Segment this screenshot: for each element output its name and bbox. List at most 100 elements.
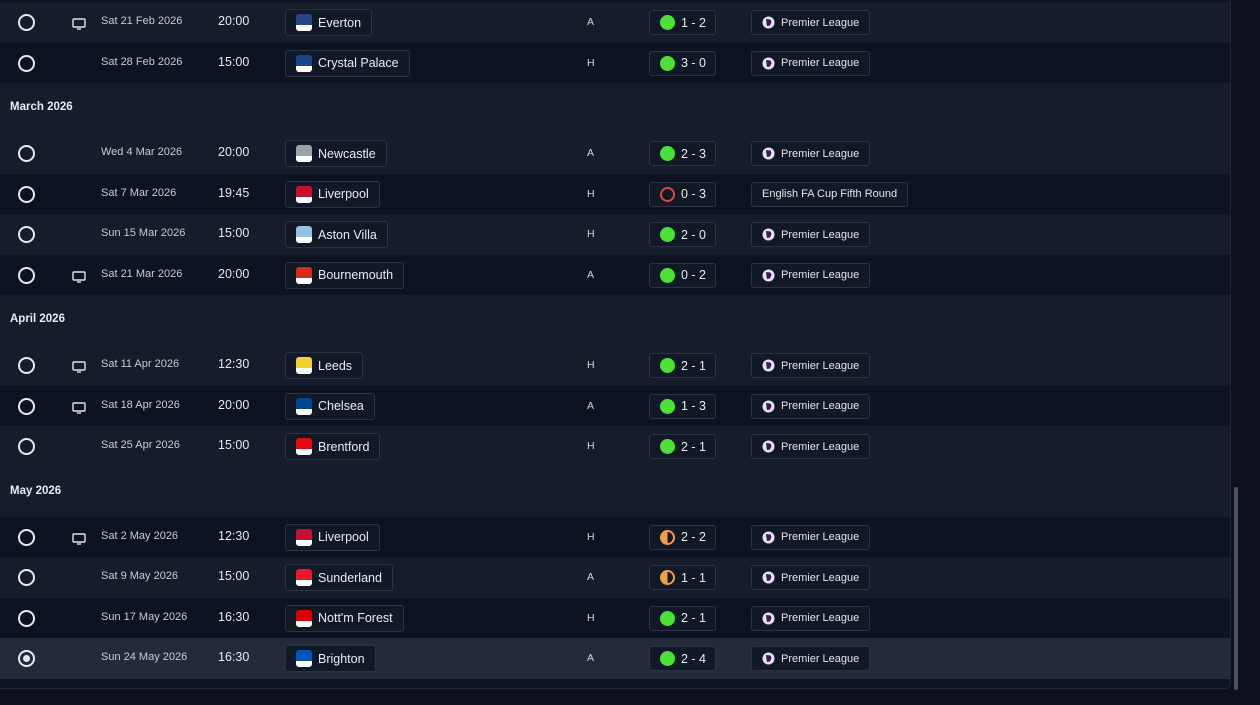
fixture-row[interactable]: Sat 25 Apr 2026 15:00 Brentford H 2 - 1 Premi… [0, 426, 1230, 467]
result-chip[interactable]: 2 - 2 [649, 524, 717, 550]
fixture-row[interactable]: Sat 9 May 2026 15:00 Sunderland A 1 - 1 Premi… [0, 557, 1230, 598]
venue-indicator: A [587, 652, 595, 664]
premier-league-icon [762, 531, 775, 544]
liverpool-crest-icon [296, 528, 312, 546]
win-result-icon [660, 610, 675, 626]
competition-chip[interactable]: Premier League [751, 605, 871, 631]
score-text: 2 - 1 [681, 611, 707, 625]
opponent-chip[interactable]: Crystal Palace [285, 49, 410, 77]
month-label: April 2026 [10, 313, 65, 325]
venue-indicator: H [587, 611, 595, 624]
competition-chip[interactable]: Premier League [751, 524, 871, 550]
score-text: 2 - 1 [681, 439, 707, 454]
competition-chip[interactable]: Premier League [751, 50, 871, 76]
opponent-name: Bournemouth [318, 268, 394, 282]
premier-league-icon [762, 57, 775, 70]
select-radio[interactable] [18, 266, 35, 284]
fixture-row[interactable]: Sat 28 Feb 2026 15:00 Crystal Palace H 3 - 0… [0, 42, 1230, 83]
result-chip[interactable]: 2 - 4 [649, 646, 717, 671]
select-radio[interactable] [18, 609, 35, 627]
opponent-chip[interactable]: Chelsea [285, 392, 375, 420]
match-date: Sat 11 Apr 2026 [101, 358, 180, 370]
fixture-row[interactable]: Sun 24 May 2026 16:30 Brighton A 2 - 4 Premie… [0, 638, 1230, 679]
match-date: Sun 24 May 2026 [101, 651, 188, 663]
fixture-row[interactable]: Sat 2 May 2026 12:30 Liverpool H 2 - 2 Premie… [0, 516, 1230, 557]
result-chip[interactable]: 1 - 3 [649, 393, 717, 419]
competition-chip[interactable]: Premier League [751, 353, 871, 378]
score-text: 1 - 3 [681, 399, 707, 413]
result-chip[interactable]: 1 - 1 [649, 565, 717, 590]
select-radio[interactable] [18, 14, 35, 31]
result-chip[interactable]: 1 - 2 [649, 10, 717, 35]
opponent-chip[interactable]: Bournemouth [285, 261, 405, 289]
select-radio[interactable] [18, 528, 35, 546]
result-chip[interactable]: 2 - 1 [649, 605, 717, 631]
fixture-row[interactable]: Sat 21 Feb 2026 20:00 Everton A 1 - 2 Premier… [0, 2, 1230, 43]
score-text: 0 - 3 [681, 187, 707, 201]
venue-indicator: H [587, 228, 595, 240]
opponent-chip[interactable]: Liverpool [285, 180, 380, 208]
win-result-icon [660, 55, 675, 71]
result-chip[interactable]: 0 - 3 [649, 181, 717, 207]
fixture-row[interactable]: Sat 7 Mar 2026 19:45 Liverpool H 0 - 3 Englis… [0, 173, 1230, 214]
competition-chip[interactable]: Premier League [751, 10, 871, 35]
result-chip[interactable]: 2 - 0 [649, 222, 717, 247]
result-chip[interactable]: 2 - 3 [649, 141, 717, 166]
competition-chip[interactable]: Premier League [751, 434, 871, 459]
match-date: Sat 9 May 2026 [101, 570, 179, 582]
fixture-row[interactable]: Sat 18 Apr 2026 20:00 Chelsea A 1 - 3 Premier… [0, 385, 1230, 426]
opponent-chip[interactable]: Brentford [285, 433, 381, 460]
result-chip[interactable]: 2 - 1 [649, 434, 717, 459]
result-chip[interactable]: 0 - 2 [649, 262, 717, 288]
competition-chip[interactable]: English FA Cup Fifth Round [751, 181, 909, 207]
fixture-row[interactable]: Sun 15 Mar 2026 15:00 Aston Villa H 2 - 0 Pre… [0, 214, 1230, 255]
venue-indicator: A [587, 268, 595, 281]
fixture-row[interactable]: Sat 21 Mar 2026 20:00 Bournemouth A 0 - 2 Pre… [0, 254, 1230, 295]
competition-chip[interactable]: Premier League [751, 262, 871, 288]
fixture-row[interactable]: Wed 4 Mar 2026 20:00 Newcastle A 2 - 3 Premie… [0, 133, 1230, 174]
result-chip[interactable]: 2 - 1 [649, 353, 717, 378]
premier-league-icon [762, 571, 775, 584]
opponent-name: Liverpool [318, 187, 369, 201]
match-date: Sat 25 Apr 2026 [101, 439, 180, 451]
select-radio[interactable] [18, 438, 35, 455]
premier-league-icon [762, 400, 775, 413]
score-text: 0 - 2 [681, 268, 707, 282]
competition-chip[interactable]: Premier League [751, 222, 871, 247]
select-radio[interactable] [18, 145, 35, 162]
competition-chip[interactable]: Premier League [751, 646, 871, 671]
opponent-chip[interactable]: Everton [285, 9, 373, 36]
match-date: Sat 7 Mar 2026 [101, 186, 177, 199]
select-radio[interactable] [18, 569, 35, 586]
scrollbar[interactable] [1234, 487, 1238, 690]
opponent-chip[interactable]: Liverpool [285, 523, 380, 551]
win-result-icon [660, 227, 675, 242]
match-date: Sat 21 Mar 2026 [101, 267, 183, 280]
kickoff-time: 15:00 [218, 569, 250, 583]
everton-crest-icon [296, 14, 312, 31]
select-radio[interactable] [18, 226, 35, 243]
opponent-chip[interactable]: Newcastle [285, 140, 387, 167]
score-text: 2 - 0 [681, 227, 707, 242]
opponent-chip[interactable]: Sunderland [285, 564, 393, 591]
premier-league-icon [762, 612, 775, 625]
select-radio[interactable] [18, 397, 35, 415]
competition-chip[interactable]: Premier League [751, 565, 871, 590]
select-radio[interactable] [18, 185, 35, 203]
result-chip[interactable]: 3 - 0 [649, 50, 717, 76]
competition-chip[interactable]: Premier League [751, 393, 871, 419]
opponent-chip[interactable]: Nott'm Forest [285, 604, 404, 632]
opponent-chip[interactable]: Leeds [285, 352, 364, 379]
select-radio[interactable] [18, 54, 35, 72]
fixture-row[interactable]: Sat 11 Apr 2026 12:30 Leeds H 2 - 1 Premier L… [0, 345, 1230, 386]
leeds-crest-icon [296, 357, 312, 374]
fixture-row[interactable]: Sun 17 May 2026 16:30 Nott'm Forest H 2 - 1 P… [0, 597, 1230, 638]
select-radio[interactable] [18, 357, 35, 374]
opponent-chip[interactable]: Brighton [285, 645, 376, 672]
premier-league-icon [762, 147, 775, 160]
opponent-chip[interactable]: Aston Villa [285, 221, 388, 248]
select-radio[interactable] [18, 650, 35, 667]
opponent-name: Sunderland [318, 570, 382, 585]
competition-name: Premier League [781, 440, 860, 453]
competition-chip[interactable]: Premier League [751, 141, 871, 166]
